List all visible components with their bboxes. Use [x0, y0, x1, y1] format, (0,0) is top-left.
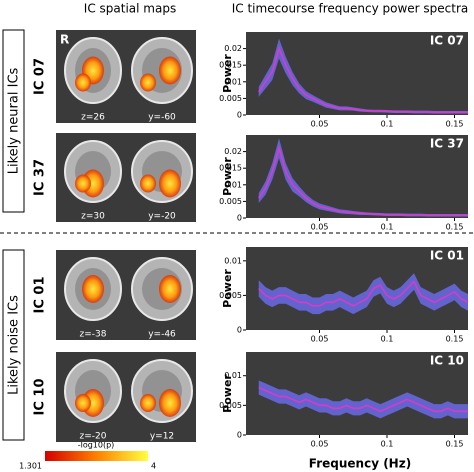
left-header: IC spatial maps	[84, 2, 176, 16]
activation	[75, 73, 91, 92]
y-tick-label: 0.02	[224, 44, 242, 53]
slice-label: y=-60	[148, 113, 176, 123]
group-box	[2, 29, 25, 213]
y-tick-label: 0.01	[224, 77, 242, 86]
colorbar	[45, 451, 148, 461]
activation	[159, 389, 181, 417]
y-tick-label: 0.005	[219, 197, 242, 206]
x-tick-label: 0.15	[446, 120, 464, 129]
y-axis-label: Power	[221, 157, 234, 196]
x-tick-label: 0.05	[311, 223, 329, 232]
x-tick-label: 0.1	[381, 440, 394, 449]
ic-label: IC 10	[33, 379, 48, 416]
spectrum-line	[258, 145, 468, 217]
y-tick-label: 0	[237, 111, 242, 120]
x-tick-label: 0.05	[311, 440, 329, 449]
colorbar-max: 4	[151, 462, 156, 471]
slice-label: z=-20	[80, 432, 107, 442]
spectrum-line	[258, 46, 468, 114]
x-axis-label: Frequency (Hz)	[309, 457, 411, 471]
y-tick-label: 0.015	[219, 164, 242, 173]
y-axis-label: Power	[221, 54, 234, 93]
activation	[140, 73, 156, 92]
y-tick-label: 0.01	[224, 371, 242, 380]
error-band	[258, 380, 468, 419]
x-tick-label: 0.1	[381, 120, 394, 129]
activation	[140, 394, 156, 412]
y-tick-label: 0.005	[219, 291, 242, 300]
group-box	[2, 249, 25, 441]
activation	[159, 56, 181, 85]
x-tick-label: 0.1	[381, 335, 394, 344]
x-tick-label: 0.15	[446, 223, 464, 232]
panel-title: IC 07	[430, 34, 464, 48]
panel-title: IC 01	[430, 249, 464, 263]
group-label: Likely neural ICs	[7, 67, 22, 174]
ic-label: IC 01	[33, 277, 48, 314]
plot-area	[246, 135, 468, 218]
slice-label: z=30	[81, 212, 105, 222]
x-tick-label: 0.05	[311, 335, 329, 344]
y-axis-label: Power	[221, 374, 234, 413]
slice-label: z=26	[81, 113, 105, 123]
slice-label: y=-46	[148, 330, 176, 340]
panel-title: IC 37	[430, 137, 464, 151]
right-header: IC timecourse frequency power spectra	[232, 2, 469, 16]
x-tick-label: 0.15	[446, 440, 464, 449]
y-tick-label: 0.005	[219, 401, 242, 410]
activation	[75, 394, 91, 412]
slice-label: y=12	[150, 432, 174, 442]
activation	[159, 169, 181, 198]
y-tick-label: 0	[237, 326, 242, 335]
ic-label: IC 37	[33, 159, 48, 196]
side-label: R	[60, 33, 69, 47]
group-label: Likely noise ICs	[7, 295, 22, 395]
colorbar-min: 1.301	[19, 462, 42, 471]
ic-label: IC 07	[33, 58, 48, 95]
activation	[159, 275, 181, 303]
y-tick-label: 0.005	[219, 94, 242, 103]
error-band	[258, 38, 468, 114]
colorbar-label: -log10(p)	[78, 441, 115, 450]
error-band	[258, 138, 468, 217]
spectrum-line	[258, 386, 468, 413]
plot-area	[246, 32, 468, 115]
slice-label: y=-20	[148, 212, 176, 222]
y-tick-label: 0.01	[224, 256, 242, 265]
x-tick-label: 0.15	[446, 335, 464, 344]
y-tick-label: 0	[237, 214, 242, 223]
x-tick-label: 0.1	[381, 223, 394, 232]
y-tick-label: 0	[237, 431, 242, 440]
slice-label: z=-38	[80, 330, 107, 340]
activation	[75, 174, 91, 193]
y-tick-label: 0.01	[224, 180, 242, 189]
spectrum-line	[258, 280, 469, 307]
activation	[82, 275, 104, 303]
panel-title: IC 10	[430, 354, 464, 368]
y-tick-label: 0.02	[224, 147, 242, 156]
y-axis-label: Power	[221, 269, 234, 308]
x-tick-label: 0.05	[311, 120, 329, 129]
activation	[140, 174, 156, 193]
y-tick-label: 0.015	[219, 61, 242, 70]
